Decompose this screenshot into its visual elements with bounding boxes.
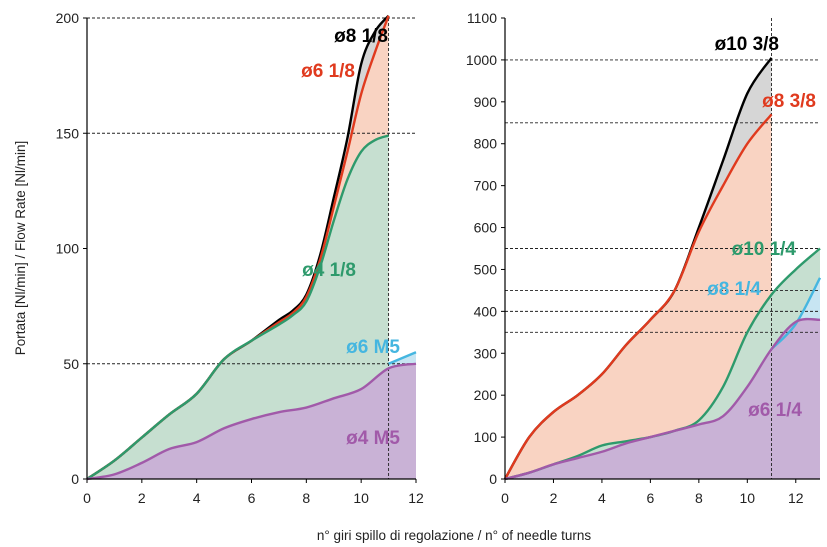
- series-line-0-3: [388, 351, 417, 365]
- x-tick-label-0-3: 6: [248, 490, 256, 506]
- series-label-1-2: ø10 1/4: [732, 239, 797, 260]
- y-tick-label-1-10: 1000: [466, 52, 497, 68]
- y-tick-label-1-8: 800: [474, 136, 498, 152]
- series-line-1-1: [503, 113, 773, 480]
- series-line-0-4: [86, 362, 417, 481]
- series-line-1-3: [770, 277, 822, 350]
- y-tick-label-1-6: 600: [474, 220, 498, 236]
- area-fill-1-1: [505, 114, 772, 479]
- x-tick-label-1-2: 4: [598, 490, 606, 506]
- x-tick-label-0-1: 2: [138, 490, 146, 506]
- series-label-1-0: ø10 3/8: [715, 34, 779, 55]
- y-tick-label-1-1: 100: [474, 429, 498, 445]
- series-label-0-2: ø4 1/8: [302, 260, 356, 281]
- x-axis-title: n° giri spillo di regolazione / n° of ne…: [317, 528, 591, 543]
- y-tick-label-0-2: 100: [56, 241, 80, 257]
- x-tick-label-1-1: 2: [550, 490, 558, 506]
- y-tick-label-1-9: 900: [474, 94, 498, 110]
- y-tick-label-0-0: 0: [71, 471, 79, 487]
- series-label-1-4: ø6 1/4: [748, 400, 802, 421]
- x-tick-label-0-5: 10: [353, 490, 369, 506]
- y-tick-label-1-4: 400: [474, 303, 498, 319]
- area-fill-0-2: [87, 135, 389, 479]
- y-tick-label-1-0: 0: [489, 471, 497, 487]
- y-tick-label-1-5: 500: [474, 261, 498, 277]
- series-label-0-4: ø4 M5: [346, 428, 400, 449]
- y-axis-title: Portata [Nl/min] / Flow Rate [Nl/min]: [13, 141, 28, 356]
- area-fill-base-1: [505, 319, 820, 479]
- y-tick-label-1-3: 300: [474, 345, 498, 361]
- y-tick-label-1-2: 200: [474, 387, 498, 403]
- x-tick-label-0-6: 12: [408, 490, 424, 506]
- x-tick-label-1-4: 8: [695, 490, 703, 506]
- y-tick-label-0-3: 150: [56, 125, 80, 141]
- x-tick-label-1-6: 12: [788, 490, 804, 506]
- series-line-1-4: [504, 317, 821, 481]
- series-label-0-1: ø6 1/8: [301, 61, 355, 82]
- series-label-1-3: ø8 1/4: [707, 279, 761, 300]
- series-label-0-0: ø8 1/8: [334, 26, 388, 47]
- x-tick-label-0-2: 4: [193, 490, 201, 506]
- x-tick-label-1-5: 10: [740, 490, 756, 506]
- x-tick-label-1-3: 6: [646, 490, 654, 506]
- y-tick-label-1-11: 1100: [467, 10, 497, 26]
- y-tick-label-1-7: 700: [474, 178, 498, 194]
- series-line-0-2: [86, 134, 389, 480]
- x-tick-label-0-4: 8: [302, 490, 310, 506]
- x-tick-label-0-0: 0: [83, 490, 91, 506]
- x-tick-label-1-0: 0: [501, 490, 509, 506]
- series-label-1-1: ø8 3/8: [762, 91, 816, 112]
- y-tick-label-0-1: 50: [63, 356, 79, 372]
- y-tick-label-0-4: 200: [56, 10, 80, 26]
- series-label-0-3: ø6 M5: [346, 337, 400, 358]
